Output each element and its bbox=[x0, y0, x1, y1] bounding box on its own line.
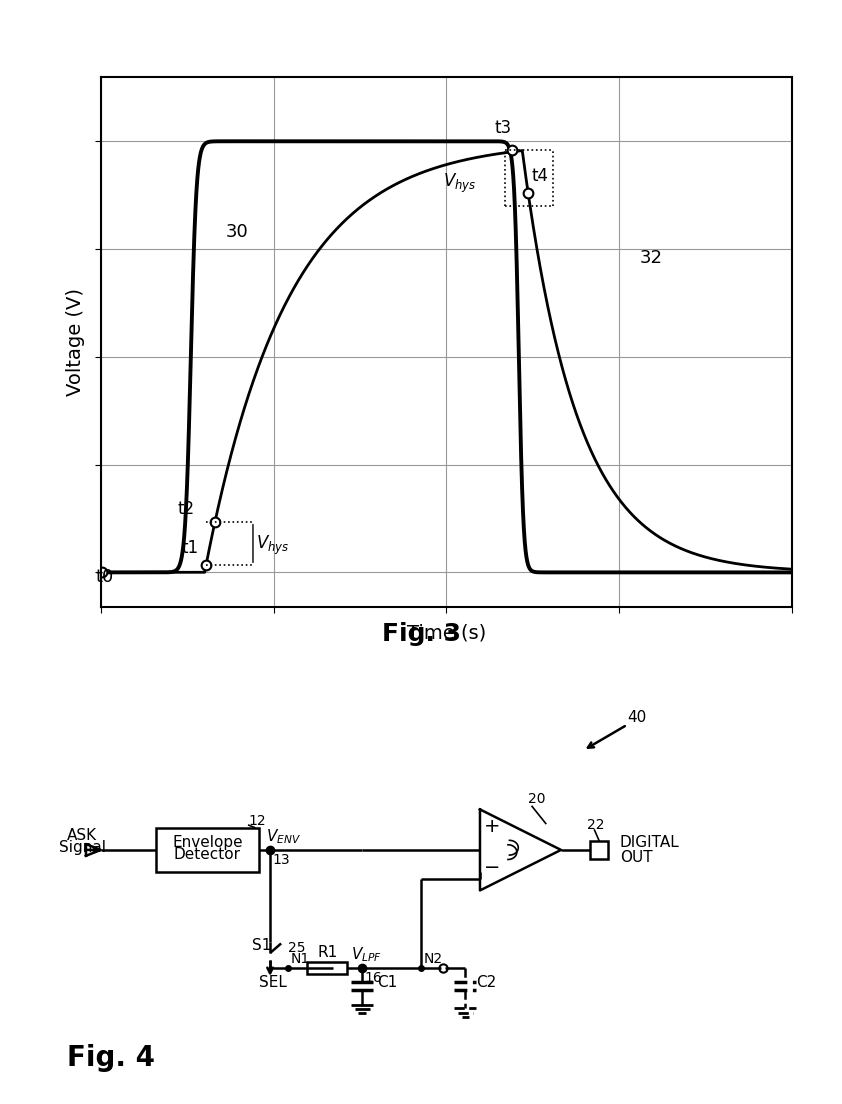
Text: $V_{hys}$: $V_{hys}$ bbox=[443, 172, 477, 195]
Text: 30: 30 bbox=[226, 223, 248, 241]
Text: N2: N2 bbox=[424, 951, 442, 965]
Text: $V_{hys}$: $V_{hys}$ bbox=[256, 533, 290, 556]
Text: DIGITAL: DIGITAL bbox=[620, 835, 679, 849]
Text: −: − bbox=[483, 857, 500, 877]
Text: t0: t0 bbox=[95, 567, 114, 585]
Text: C2: C2 bbox=[477, 974, 497, 989]
Text: S1: S1 bbox=[252, 937, 271, 953]
Text: OUT: OUT bbox=[620, 849, 653, 864]
Bar bbox=[156, 828, 259, 872]
Y-axis label: Voltage (V): Voltage (V) bbox=[66, 288, 85, 396]
Text: C1: C1 bbox=[377, 974, 397, 989]
Text: ASK: ASK bbox=[67, 827, 98, 842]
Text: 13: 13 bbox=[272, 852, 290, 867]
Text: t2: t2 bbox=[177, 499, 195, 518]
Text: t1: t1 bbox=[182, 539, 199, 556]
Text: Signal: Signal bbox=[59, 839, 106, 854]
Text: 22: 22 bbox=[587, 817, 605, 831]
Text: 20: 20 bbox=[528, 792, 546, 805]
Text: Envelope: Envelope bbox=[172, 835, 242, 849]
Text: t4: t4 bbox=[531, 167, 548, 184]
Text: 32: 32 bbox=[640, 248, 663, 266]
Text: Detector: Detector bbox=[174, 847, 241, 862]
Bar bbox=[590, 841, 608, 859]
Text: Fig. 4: Fig. 4 bbox=[67, 1043, 155, 1071]
Bar bbox=[306, 962, 348, 974]
Text: 16: 16 bbox=[365, 970, 382, 984]
Text: 12: 12 bbox=[248, 814, 265, 827]
Text: $V_{ENV}$: $V_{ENV}$ bbox=[266, 827, 301, 846]
Text: t3: t3 bbox=[494, 119, 512, 137]
Text: N1: N1 bbox=[290, 951, 310, 965]
Text: $V_{LPF}$: $V_{LPF}$ bbox=[351, 945, 382, 964]
Text: SEL: SEL bbox=[259, 974, 287, 989]
Text: +: + bbox=[483, 817, 500, 836]
Text: R1: R1 bbox=[317, 945, 338, 959]
Text: 40: 40 bbox=[627, 709, 647, 724]
Text: 25: 25 bbox=[289, 941, 306, 955]
Text: Fig. 3: Fig. 3 bbox=[381, 622, 461, 646]
X-axis label: Time (s): Time (s) bbox=[407, 623, 486, 643]
